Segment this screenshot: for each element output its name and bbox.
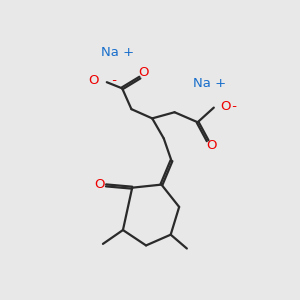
Text: -: -: [108, 74, 117, 87]
Text: O: O: [88, 74, 99, 87]
Text: Na +: Na +: [193, 77, 226, 90]
Text: O: O: [206, 139, 217, 152]
Text: O: O: [94, 178, 105, 191]
Text: Na +: Na +: [101, 46, 134, 59]
Text: O: O: [139, 67, 149, 80]
Text: O: O: [220, 100, 230, 112]
Text: -: -: [228, 100, 237, 112]
